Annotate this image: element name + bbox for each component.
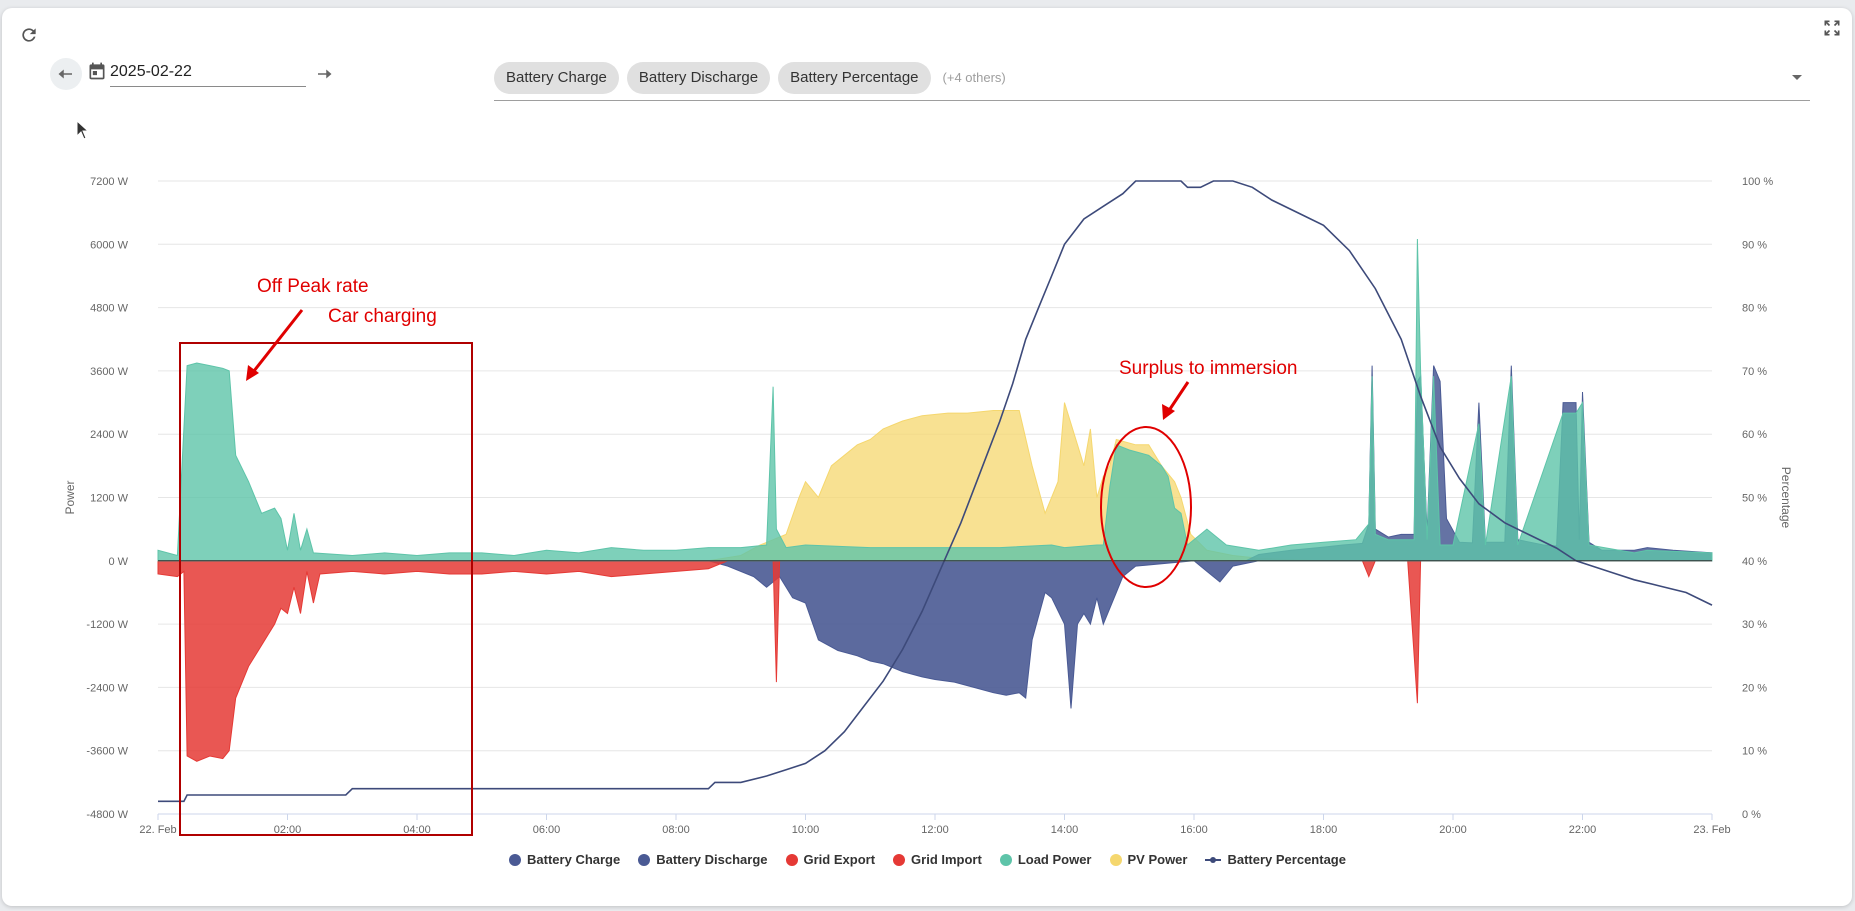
y-tick-label: 0 W	[108, 556, 128, 568]
x-tick-label: 14:00	[1051, 824, 1079, 836]
y-tick-label: 7200 W	[90, 176, 129, 188]
chip-battery-percentage[interactable]: Battery Percentage	[778, 62, 931, 94]
x-tick-label: 16:00	[1180, 824, 1208, 836]
chart-legend: Battery Charge Battery Discharge Grid Ex…	[0, 852, 1855, 867]
others-count: (+4 others)	[942, 70, 1006, 85]
x-tick-label: 02:00	[274, 824, 302, 836]
y2-tick-label: 100 %	[1742, 176, 1773, 188]
y-tick-label: -3600 W	[86, 746, 128, 758]
y-tick-label: 2400 W	[90, 429, 129, 441]
legend-pv-power[interactable]: PV Power	[1109, 852, 1187, 867]
y-tick-label: 4800 W	[90, 303, 129, 315]
area-battery-discharge[interactable]	[158, 560, 1712, 709]
legend-battery-percentage[interactable]: Battery Percentage	[1205, 852, 1346, 867]
highlight-box-off-peak	[179, 342, 473, 836]
chip-battery-charge[interactable]: Battery Charge	[494, 62, 619, 94]
y2-tick-label: 90 %	[1742, 239, 1767, 251]
y-tick-label: 6000 W	[90, 239, 129, 251]
previous-day-arrow-icon[interactable]	[50, 58, 82, 90]
date-input[interactable]	[110, 58, 306, 87]
y-tick-label: 3600 W	[90, 366, 129, 378]
x-tick-label: 22:00	[1569, 824, 1597, 836]
x-tick-label: 20:00	[1439, 824, 1467, 836]
y-tick-label: -1200 W	[86, 619, 128, 631]
y2-axis-title: Percentage	[1779, 467, 1793, 529]
x-tick-label: 08:00	[662, 824, 690, 836]
next-day-arrow-icon[interactable]	[310, 60, 338, 88]
y2-tick-label: 0 %	[1742, 809, 1761, 821]
x-tick-label: 22. Feb	[139, 824, 176, 836]
annotation-car-charging: Car charging	[328, 306, 437, 327]
x-tick-label: 06:00	[533, 824, 561, 836]
annotation-arrow	[248, 309, 304, 377]
legend-grid-import[interactable]: Grid Import	[893, 852, 982, 867]
y2-tick-label: 30 %	[1742, 619, 1767, 631]
mouse-cursor-icon	[76, 119, 90, 145]
chip-battery-discharge[interactable]: Battery Discharge	[626, 62, 771, 94]
highlight-ellipse-surplus	[1100, 426, 1192, 588]
legend-load-power[interactable]: Load Power	[999, 852, 1092, 867]
y2-tick-label: 20 %	[1742, 682, 1767, 694]
area-load-power[interactable]	[157, 238, 1713, 562]
y2-tick-label: 40 %	[1742, 556, 1767, 568]
legend-grid-export[interactable]: Grid Export	[785, 852, 875, 867]
y-tick-label: -2400 W	[86, 682, 128, 694]
y2-tick-label: 60 %	[1742, 429, 1767, 441]
annotation-surplus: Surplus to immersion	[1119, 358, 1298, 379]
series-select[interactable]: Battery Charge Battery Discharge Battery…	[494, 62, 1810, 101]
dropdown-arrow-icon[interactable]	[1790, 70, 1804, 84]
x-tick-label: 04:00	[403, 824, 431, 836]
x-tick-label: 12:00	[921, 824, 949, 836]
line-battery-percentage[interactable]	[158, 180, 1713, 803]
y-axis-title: Power	[63, 480, 77, 514]
fullscreen-icon[interactable]	[1818, 14, 1846, 42]
y2-tick-label: 50 %	[1742, 493, 1767, 505]
legend-battery-charge[interactable]: Battery Charge	[509, 852, 620, 867]
annotation-arrow	[1166, 381, 1190, 413]
y2-tick-label: 70 %	[1742, 366, 1767, 378]
y2-tick-label: 80 %	[1742, 303, 1767, 315]
x-tick-label: 23. Feb	[1693, 824, 1730, 836]
area-grid-import[interactable]	[157, 560, 1712, 762]
arrow-head	[1162, 404, 1175, 420]
y-tick-label: 1200 W	[90, 493, 129, 505]
x-tick-label: 18:00	[1310, 824, 1338, 836]
arrow-head	[246, 365, 259, 381]
x-tick-label: 10:00	[792, 824, 820, 836]
calendar-icon[interactable]	[86, 60, 108, 82]
y-tick-label: -4800 W	[86, 809, 128, 821]
y2-tick-label: 10 %	[1742, 746, 1767, 758]
legend-battery-discharge[interactable]: Battery Discharge	[638, 852, 768, 867]
annotation-off-peak: Off Peak rate	[257, 276, 369, 297]
